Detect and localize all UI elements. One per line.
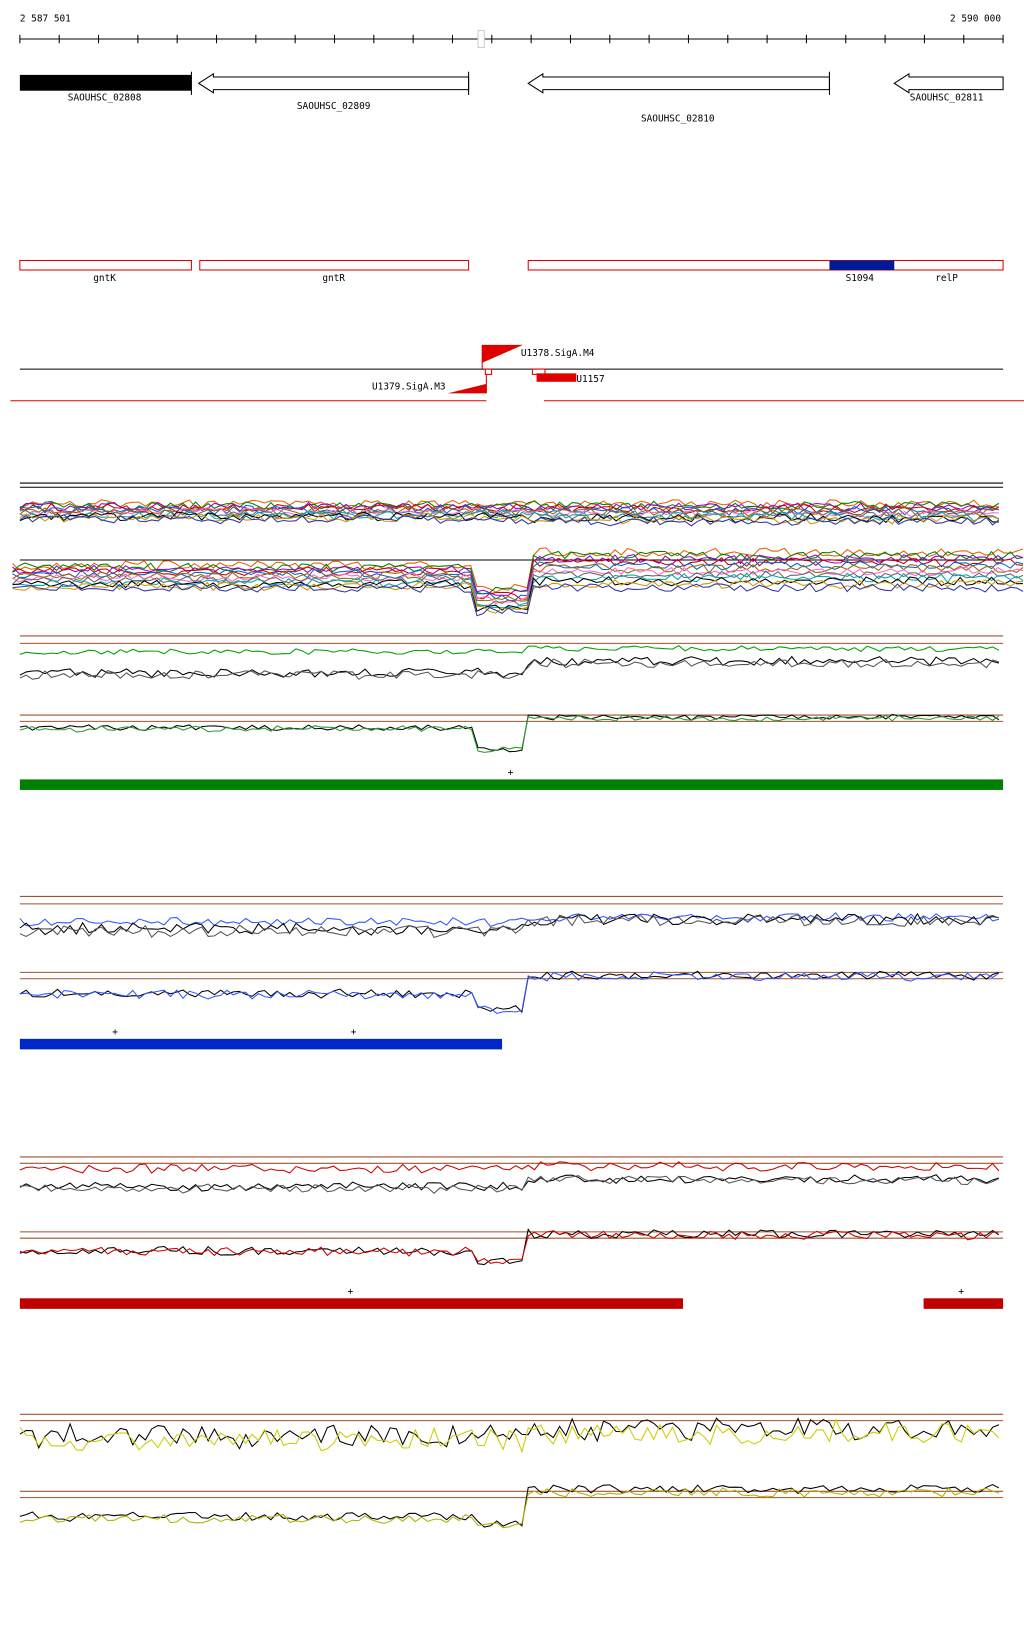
expression-curve <box>19 912 1000 928</box>
gene[interactable] <box>19 74 192 91</box>
promoter-box <box>484 368 493 375</box>
expression-curve <box>19 971 1000 1015</box>
expression-curve <box>19 1418 1000 1454</box>
expression-curve <box>19 655 1000 679</box>
feature[interactable] <box>527 259 1004 271</box>
expression-curve <box>19 514 1000 527</box>
gene-arrow[interactable] <box>527 72 830 94</box>
expression-band[interactable] <box>923 1298 1004 1309</box>
expression-curve <box>19 1487 1000 1529</box>
marker: + <box>351 1027 357 1038</box>
expression-band[interactable] <box>19 779 1004 790</box>
gene-arrow[interactable] <box>893 72 1004 94</box>
expression-curve <box>19 714 1000 753</box>
marker: + <box>348 1286 354 1297</box>
terminator[interactable] <box>536 373 577 382</box>
expression-curve <box>19 658 1000 680</box>
gene-label: SAOUHSC_02810 <box>641 114 715 125</box>
expression-curve <box>19 1175 1000 1194</box>
marker: + <box>508 768 514 779</box>
ruler-start: 2 587 501 <box>20 13 71 24</box>
gene-label: SAOUHSC_02808 <box>68 93 142 104</box>
expression-curve <box>19 713 1000 753</box>
feature-label: gntK <box>93 273 116 284</box>
marker: + <box>112 1027 118 1038</box>
expression-curve <box>19 1161 1000 1174</box>
feature-label: S1094 <box>846 273 875 284</box>
expression-curve <box>19 1230 999 1265</box>
expression-curve <box>19 512 1000 525</box>
expression-curves <box>12 482 1024 1529</box>
expression-curve <box>19 970 1000 1014</box>
feature[interactable] <box>199 259 470 271</box>
expression-curve <box>19 645 1000 656</box>
expression-curve <box>19 912 999 936</box>
feature[interactable] <box>19 259 192 271</box>
expression-curve <box>12 582 1024 617</box>
expression-curve <box>19 1483 1000 1528</box>
promoter[interactable] <box>447 383 487 394</box>
expression-curve <box>12 553 1024 596</box>
feature-label: relP <box>935 273 958 284</box>
promoter[interactable] <box>482 344 523 363</box>
ruler-end: 2 590 000 <box>950 13 1001 24</box>
promoter-label: U1379.SigA.M3 <box>372 382 446 393</box>
promoter-label: U1157 <box>576 374 604 385</box>
gene-arrow[interactable] <box>197 72 470 94</box>
expression-curve <box>19 914 1000 939</box>
view-marker[interactable] <box>477 30 485 48</box>
expression-curve <box>19 504 999 516</box>
expression-curve <box>19 1174 1000 1192</box>
feature-label: gntR <box>322 273 345 284</box>
expression-band[interactable] <box>19 1038 503 1050</box>
gene-label: SAOUHSC_02809 <box>297 101 371 112</box>
expression-curve <box>12 569 1024 607</box>
gene-label: SAOUHSC_02811 <box>910 93 984 104</box>
ruler-ticks <box>19 34 1004 44</box>
expression-curve <box>12 547 1024 593</box>
expression-curve <box>12 572 1024 609</box>
expression-curve <box>12 575 1023 612</box>
expression-curve <box>19 505 999 518</box>
expression-curve <box>19 508 1000 521</box>
expression-curve <box>19 1417 1000 1450</box>
promoter-label: U1378.SigA.M4 <box>521 348 595 359</box>
marker: + <box>958 1286 964 1297</box>
expression-curve <box>19 507 999 519</box>
expression-curve <box>12 557 1023 600</box>
expression-band[interactable] <box>19 1298 684 1309</box>
expression-curve <box>19 1228 1000 1266</box>
feature-srna[interactable] <box>829 260 895 270</box>
